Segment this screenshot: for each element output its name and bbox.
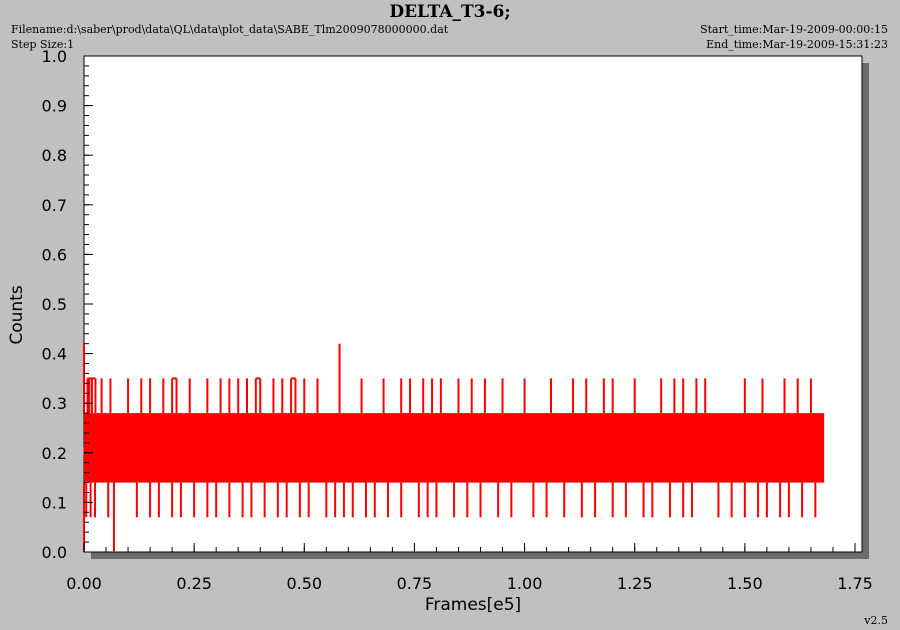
version-label: v2.5 <box>864 614 888 627</box>
y-tick-label: 0.1 <box>42 493 67 512</box>
axes-layer: 0.0 0.1 0.2 0.3 0.4 0.5 0.6 0.7 0.8 0.9 1.0 0.00 0.2… <box>42 47 873 593</box>
chart-title: DELTA_T3-6; <box>389 2 511 22</box>
x-tick-label: 1.00 <box>507 574 543 593</box>
y-tick-label: 0.8 <box>42 146 67 165</box>
y-tick-label: 0.5 <box>42 295 67 314</box>
y-tick-label: 0.4 <box>42 345 67 364</box>
x-tick-label: 1.50 <box>727 574 763 593</box>
y-tick-label: 0.0 <box>42 543 67 562</box>
y-tick-label: 0.9 <box>42 97 67 116</box>
series-line <box>83 447 824 483</box>
x-axis-title: Frames[e5] <box>425 595 521 615</box>
y-tick-label: 0.3 <box>42 394 67 413</box>
y-tick-label: 0.7 <box>42 196 67 215</box>
x-tick-label: 0.00 <box>66 574 102 593</box>
filename-label: Filename:d:\saber\prod\data\QL\data\plot… <box>11 23 449 36</box>
x-tick-label: 1.75 <box>837 574 873 593</box>
y-tick-label: 0.6 <box>42 245 67 264</box>
y-tick-label: 0.2 <box>42 444 67 463</box>
start-time-label: Start_time:Mar-19-2009-00:00:15 <box>700 23 888 36</box>
y-tick-label: 1.0 <box>42 47 67 66</box>
end-time-label: End_time:Mar-19-2009-15:31:23 <box>706 38 888 51</box>
step-size-label: Step Size:1 <box>11 38 75 51</box>
x-tick-label: 0.75 <box>397 574 433 593</box>
series-layer <box>83 343 825 552</box>
y-axis-title: Counts <box>7 285 27 344</box>
x-tick-label: 1.25 <box>617 574 653 593</box>
x-tick-label: 0.25 <box>176 574 212 593</box>
x-tick-label: 0.50 <box>286 574 322 593</box>
